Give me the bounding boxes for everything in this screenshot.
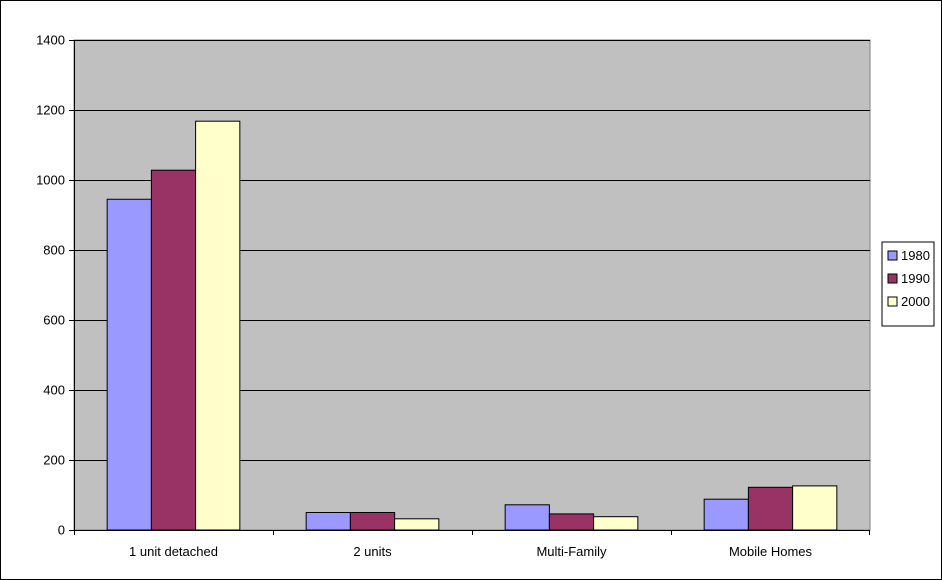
x-tick-label: Multi-Family — [536, 544, 607, 559]
bar-1980-2 — [504, 504, 550, 531]
legend-label: 2000 — [901, 294, 930, 309]
bar-2000-1 — [394, 518, 440, 531]
legend-label: 1990 — [901, 271, 930, 286]
x-tick-label: 2 units — [353, 544, 392, 559]
legend-label: 1980 — [901, 248, 930, 263]
axes: 0 200 400 600 800 1000 1200 1400 1 unit detached… — [36, 33, 870, 559]
bar-1980-3 — [703, 498, 749, 531]
y-tick-label: 1400 — [36, 33, 65, 48]
y-tick-label: 600 — [43, 313, 65, 328]
y-tick-label: 800 — [43, 243, 65, 258]
x-tick-label: Mobile Homes — [729, 544, 813, 559]
bar-1990-1 — [349, 512, 396, 531]
bar-1990-0 — [150, 169, 197, 531]
bars — [106, 120, 838, 531]
bar-2000-2 — [593, 516, 639, 531]
y-tick-label: 1000 — [36, 173, 65, 188]
bar-1990-3 — [747, 486, 794, 531]
bar-2000-3 — [792, 485, 838, 531]
legend: 1980 1990 2000 — [881, 241, 935, 327]
y-tick-label: 0 — [58, 523, 65, 538]
legend-swatch — [887, 250, 898, 261]
bar-1980-0 — [106, 198, 152, 531]
legend-swatch — [887, 296, 898, 307]
bar-2000-0 — [195, 120, 241, 531]
y-tick-label: 1200 — [36, 103, 65, 118]
bar-1980-1 — [305, 512, 351, 531]
bar-1990-2 — [548, 513, 595, 531]
y-tick-label: 200 — [43, 453, 65, 468]
y-tick-label: 400 — [43, 383, 65, 398]
x-tick-label: 1 unit detached — [129, 544, 218, 559]
legend-swatch — [887, 273, 898, 284]
